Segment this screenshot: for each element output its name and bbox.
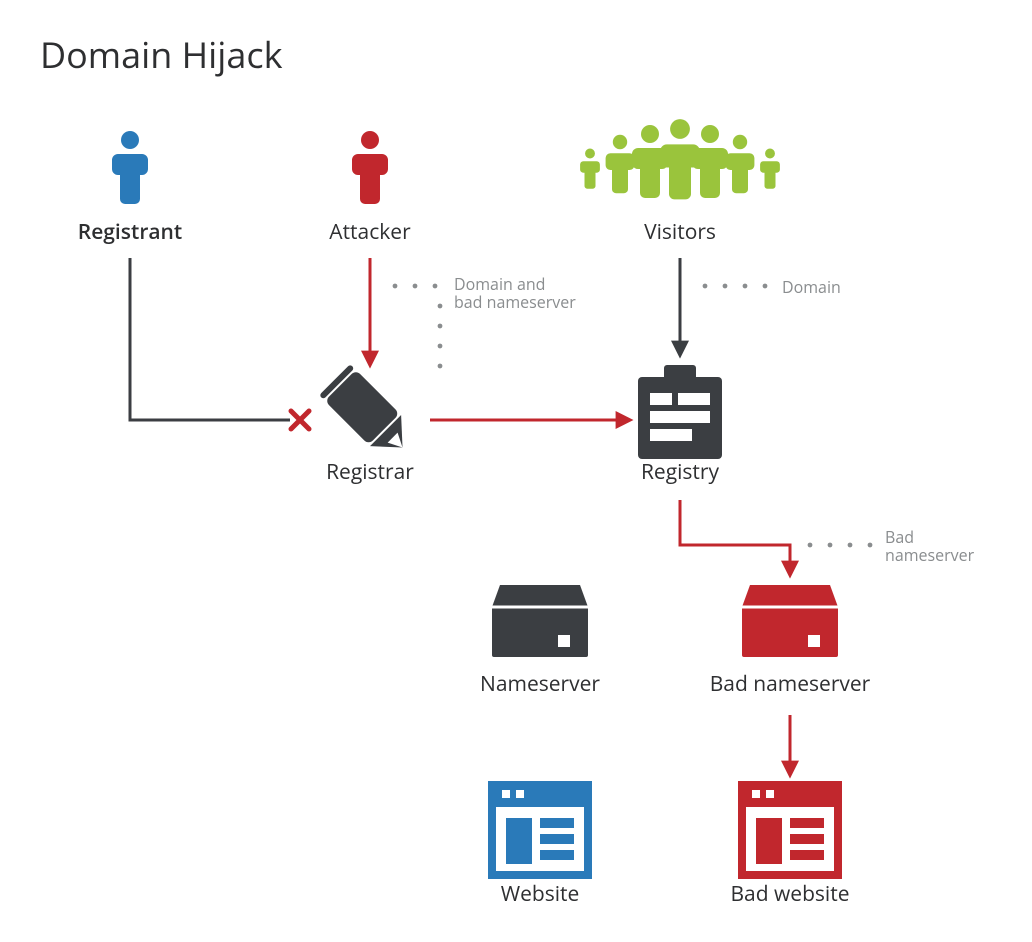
registry-icon [638,365,722,459]
bad-website-icon [742,785,838,875]
registrant-icon [112,131,148,204]
annot-bad-ns: Bad nameserver [885,528,974,565]
dots-attacker [393,284,443,369]
diagram-stage: Domain Hijack [0,0,1032,942]
attacker-icon [352,131,388,204]
website-icon [492,785,588,875]
website-label: Website [440,880,640,908]
bad-nameserver-icon [742,585,838,657]
visitors-label: Visitors [580,218,780,246]
bad-website-label: Bad website [690,880,890,908]
visitors-icon [580,119,780,199]
annot-domain: Domain [782,278,841,296]
diagram-svg [0,0,1032,942]
dots-registry [808,543,873,548]
nameserver-label: Nameserver [440,670,640,698]
registrant-label: Registrant [30,218,230,246]
dots-visitors [703,284,768,289]
attacker-label: Attacker [270,218,470,246]
edge-registry-badns [680,500,790,575]
edge-registrant-registrar [130,258,290,420]
registrar-icon [319,364,418,463]
annot-domain-bad-ns: Domain and bad nameserver [454,275,576,312]
nameserver-icon [492,585,588,657]
registrar-label: Registrar [270,458,470,486]
blocker-x-icon [291,411,309,429]
bad-nameserver-label: Bad nameserver [670,670,910,698]
registry-label: Registry [580,458,780,486]
